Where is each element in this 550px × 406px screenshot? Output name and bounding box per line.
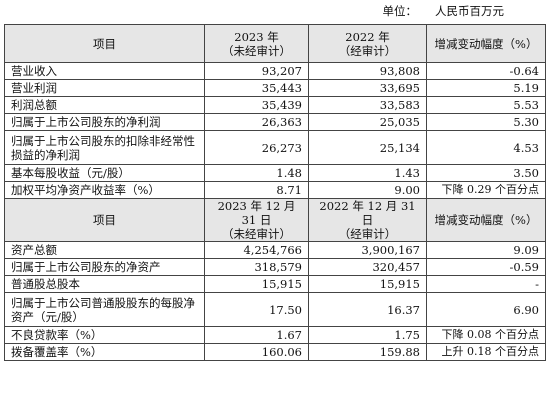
- cell-value: 17.50: [204, 292, 309, 327]
- row-label: 基本每股收益（元/股）: [4, 164, 205, 182]
- table-row: 基本每股收益（元/股） 1.48 1.43 3.50: [4, 164, 546, 182]
- table2-header-item: 项目: [4, 198, 205, 242]
- table2-header-2023-text: 2023 年 12 月 31 日 （未经审计）: [217, 199, 296, 241]
- cell-value: 318,579: [204, 258, 309, 276]
- row-label: 资产总额: [4, 241, 205, 259]
- row-label: 归属于上市公司股东的净利润: [4, 113, 205, 131]
- cell-value: 159.88: [308, 343, 427, 361]
- table2-header-2022-text: 2022 年 12 月 31 日 （经审计）: [319, 199, 416, 241]
- table-row: 拨备覆盖率（%） 160.06 159.88 上升 0.18 个百分点: [4, 343, 546, 361]
- table1-header-change: 增减变动幅度（%）: [426, 24, 546, 63]
- financial-summary-table: 项目 2023 年 （未经审计） 2022 年 （经审计） 增减变动幅度（%） …: [4, 24, 546, 361]
- cell-value: 4,254,766: [204, 241, 309, 259]
- cell-value: 33,583: [308, 96, 427, 114]
- cell-value: 35,439: [204, 96, 309, 114]
- cell-change: 下降 0.08 个百分点: [426, 326, 546, 344]
- cell-change: 上升 0.18 个百分点: [426, 343, 546, 361]
- row-label: 归属于上市公司股东的扣除非经常性损益的净利润: [4, 130, 205, 165]
- row-label: 拨备覆盖率（%）: [4, 343, 205, 361]
- table-row: 归属于上市公司普通股股东的每股净资产（元/股） 17.50 16.37 6.90: [4, 292, 546, 327]
- row-label: 营业收入: [4, 62, 205, 80]
- cell-value: 9.00: [308, 181, 427, 199]
- table-row: 资产总额 4,254,766 3,900,167 9.09: [4, 241, 546, 259]
- unit-caption: 单位： 人民币百万元: [383, 0, 505, 24]
- cell-change: 5.30: [426, 113, 546, 131]
- cell-change: 下降 0.29 个百分点: [426, 181, 546, 199]
- table2-header-change: 增减变动幅度（%）: [426, 198, 546, 242]
- cell-value: 25,134: [308, 130, 427, 165]
- cell-change: 9.09: [426, 241, 546, 259]
- table-row: 归属于上市公司股东的扣除非经常性损益的净利润 26,273 25,134 4.5…: [4, 130, 546, 165]
- cell-value: 93,207: [204, 62, 309, 80]
- table-row: 营业收入 93,207 93,808 -0.64: [4, 62, 546, 80]
- cell-value: 26,273: [204, 130, 309, 165]
- cell-value: 1.48: [204, 164, 309, 182]
- table-row: 归属于上市公司股东的净利润 26,363 25,035 5.30: [4, 113, 546, 131]
- row-label: 加权平均净资产收益率（%）: [4, 181, 205, 199]
- table1-header-2023: 2023 年 （未经审计）: [204, 24, 309, 63]
- cell-change: 4.53: [426, 130, 546, 165]
- row-label: 归属于上市公司普通股股东的每股净资产（元/股）: [4, 292, 205, 327]
- cell-value: 160.06: [204, 343, 309, 361]
- table-row: 加权平均净资产收益率（%） 8.71 9.00 下降 0.29 个百分点: [4, 181, 546, 199]
- table2-header-row: 项目 2023 年 12 月 31 日 （未经审计） 2022 年 12 月 3…: [4, 198, 546, 242]
- cell-change: 6.90: [426, 292, 546, 327]
- row-label: 利润总额: [4, 96, 205, 114]
- cell-change: -: [426, 275, 546, 293]
- row-label: 营业利润: [4, 79, 205, 97]
- cell-change: -0.64: [426, 62, 546, 80]
- unit-value: 人民币百万元: [435, 4, 504, 18]
- cell-value: 15,915: [308, 275, 427, 293]
- cell-value: 15,915: [204, 275, 309, 293]
- cell-value: 1.75: [308, 326, 427, 344]
- table1-header-2022: 2022 年 （经审计）: [308, 24, 427, 63]
- cell-value: 1.43: [308, 164, 427, 182]
- cell-value: 3,900,167: [308, 241, 427, 259]
- table-row: 不良贷款率（%） 1.67 1.75 下降 0.08 个百分点: [4, 326, 546, 344]
- table-row: 归属于上市公司股东的净资产 318,579 320,457 -0.59: [4, 258, 546, 276]
- cell-value: 33,695: [308, 79, 427, 97]
- cell-change: -0.59: [426, 258, 546, 276]
- table1-header-2023-text: 2023 年 （未经审计）: [222, 29, 291, 58]
- table-row: 利润总额 35,439 33,583 5.53: [4, 96, 546, 114]
- cell-value: 1.67: [204, 326, 309, 344]
- cell-value: 16.37: [308, 292, 427, 327]
- cell-value: 320,457: [308, 258, 427, 276]
- table-row: 普通股总股本 15,915 15,915 -: [4, 275, 546, 293]
- table2-header-2023: 2023 年 12 月 31 日 （未经审计）: [204, 198, 309, 242]
- table1-header-item: 项目: [4, 24, 205, 63]
- table1-header-2022-text: 2022 年 （经审计）: [338, 29, 397, 58]
- table1-header-row: 项目 2023 年 （未经审计） 2022 年 （经审计） 增减变动幅度（%）: [4, 24, 546, 63]
- cell-value: 35,443: [204, 79, 309, 97]
- cell-change: 3.50: [426, 164, 546, 182]
- cell-value: 25,035: [308, 113, 427, 131]
- row-label: 不良贷款率（%）: [4, 326, 205, 344]
- table2-header-2022: 2022 年 12 月 31 日 （经审计）: [308, 198, 427, 242]
- cell-change: 5.19: [426, 79, 546, 97]
- cell-value: 93,808: [308, 62, 427, 80]
- row-label: 归属于上市公司股东的净资产: [4, 258, 205, 276]
- table-row: 营业利润 35,443 33,695 5.19: [4, 79, 546, 97]
- cell-value: 26,363: [204, 113, 309, 131]
- unit-label: 单位：: [382, 4, 418, 18]
- cell-change: 5.53: [426, 96, 546, 114]
- cell-value: 8.71: [204, 181, 309, 199]
- row-label: 普通股总股本: [4, 275, 205, 293]
